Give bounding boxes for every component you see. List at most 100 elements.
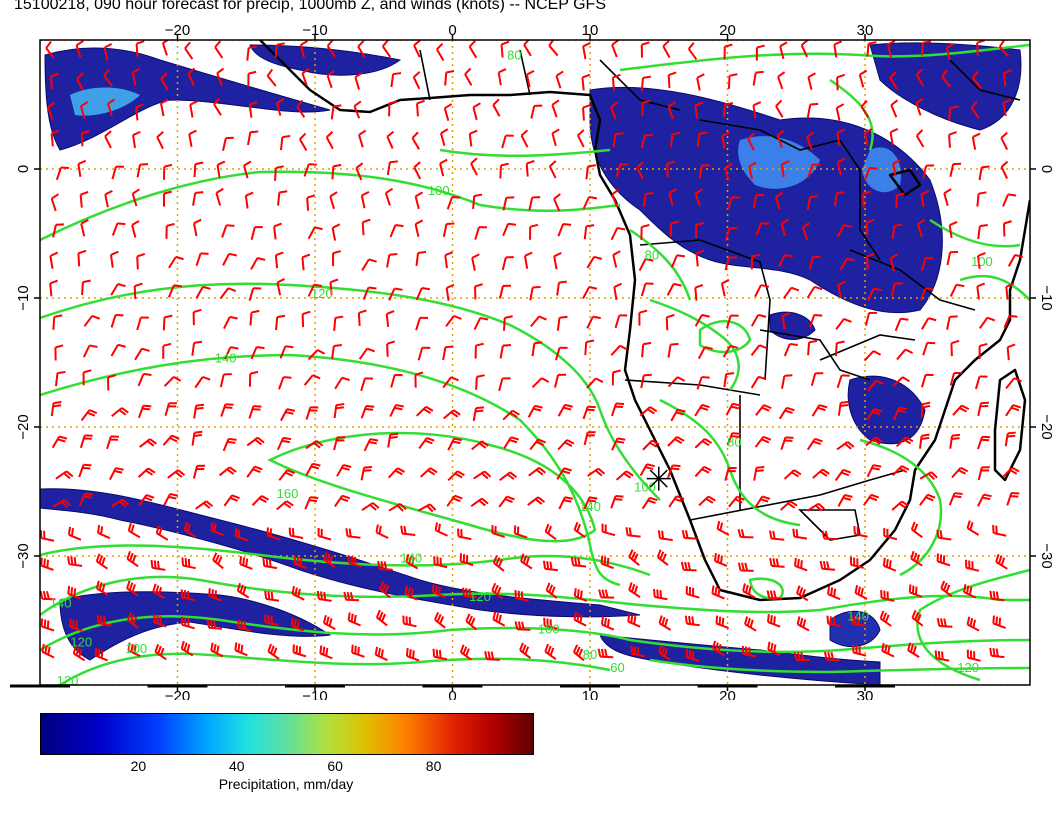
wind-barb bbox=[946, 250, 959, 266]
wind-barb bbox=[1002, 220, 1012, 237]
contour-line bbox=[659, 398, 801, 527]
wind-barb bbox=[107, 374, 116, 391]
wind-barb bbox=[528, 196, 541, 211]
wind-barb bbox=[180, 589, 195, 602]
wind-barb bbox=[110, 343, 126, 357]
wind-barb bbox=[388, 502, 407, 512]
wind-barb bbox=[695, 249, 705, 267]
wind-barb bbox=[195, 252, 209, 267]
wind-barb bbox=[520, 129, 529, 148]
wind-barb bbox=[40, 590, 56, 601]
wind-barb bbox=[613, 282, 623, 300]
wind-barb bbox=[641, 99, 651, 116]
wind-barb bbox=[206, 619, 223, 630]
wind-barb bbox=[737, 529, 754, 539]
wind-barb bbox=[625, 527, 641, 538]
wind-barb bbox=[49, 279, 59, 297]
wind-barb bbox=[135, 40, 145, 57]
wind-barb bbox=[948, 221, 958, 239]
wind-barb bbox=[915, 68, 924, 87]
wind-barb bbox=[611, 188, 620, 207]
wind-barb bbox=[612, 250, 621, 268]
lon-tick-label-bottom: 10 bbox=[582, 688, 599, 700]
wind-barb bbox=[219, 373, 232, 388]
wind-barb bbox=[666, 160, 676, 178]
wind-barb bbox=[237, 619, 252, 632]
wind-barb bbox=[181, 616, 195, 630]
wind-barb bbox=[952, 404, 970, 416]
wind-barb bbox=[213, 97, 222, 116]
contour-line bbox=[40, 615, 1030, 654]
wind-barb bbox=[694, 188, 703, 207]
wind-barb bbox=[750, 344, 768, 356]
wind-barb bbox=[434, 522, 448, 537]
wind-barb bbox=[361, 258, 377, 271]
wind-barb bbox=[164, 402, 177, 417]
wind-barb bbox=[334, 494, 351, 508]
wind-barb bbox=[353, 100, 362, 119]
precip-central-africa bbox=[589, 86, 943, 314]
contour-label: 80 bbox=[583, 647, 597, 662]
wind-barb bbox=[1005, 377, 1022, 389]
wind-barb bbox=[614, 314, 628, 329]
wind-barb bbox=[530, 315, 547, 327]
wind-barb bbox=[696, 73, 705, 91]
wind-barb bbox=[862, 493, 880, 506]
wind-barb bbox=[754, 435, 772, 448]
contour-label: 160 bbox=[277, 486, 299, 501]
wind-barb bbox=[920, 190, 930, 208]
wind-barb bbox=[863, 166, 878, 181]
wind-barb bbox=[667, 101, 676, 119]
wind-barb bbox=[720, 278, 730, 297]
wind-barb bbox=[1004, 431, 1016, 447]
wind-barb bbox=[465, 613, 477, 631]
wind-barb bbox=[210, 522, 224, 537]
wind-barb bbox=[442, 222, 455, 237]
wind-barb bbox=[895, 192, 905, 209]
wind-barb bbox=[503, 436, 519, 449]
contour-label: 140 bbox=[847, 609, 869, 624]
wind-barb bbox=[464, 67, 473, 86]
wind-barb bbox=[55, 370, 66, 387]
wind-barb bbox=[468, 129, 478, 147]
wind-barb bbox=[860, 100, 870, 119]
wind-barb bbox=[638, 309, 648, 326]
wind-barb bbox=[696, 376, 710, 390]
marker-stroke bbox=[649, 469, 668, 488]
wind-barb bbox=[375, 609, 388, 627]
contour-label: 100 bbox=[971, 254, 993, 269]
wind-barb bbox=[443, 409, 461, 420]
wind-barb bbox=[837, 280, 846, 298]
wind-barb bbox=[583, 496, 598, 510]
wind-barb bbox=[879, 610, 892, 627]
wind-barb bbox=[278, 469, 296, 481]
wind-barb bbox=[835, 103, 845, 121]
wind-barb bbox=[725, 402, 741, 416]
wind-barb bbox=[246, 465, 263, 478]
wind-barb bbox=[127, 642, 141, 657]
colorbar-tick-label: 20 bbox=[130, 758, 147, 774]
wind-barb bbox=[896, 348, 914, 361]
wind-barb bbox=[806, 131, 814, 150]
wind-barb bbox=[215, 187, 224, 206]
wind-barb bbox=[316, 590, 332, 602]
wind-barb bbox=[52, 223, 64, 238]
wind-barb bbox=[936, 529, 952, 541]
wind-barb bbox=[636, 161, 644, 180]
wind-barb bbox=[883, 528, 898, 541]
wind-barb bbox=[243, 160, 252, 179]
location-marker-icon bbox=[646, 466, 671, 491]
wind-barb bbox=[163, 163, 173, 180]
wind-barb bbox=[946, 315, 958, 330]
lake-victoria bbox=[888, 168, 922, 197]
wind-barb bbox=[445, 314, 462, 327]
wind-barb bbox=[388, 100, 398, 117]
wind-barb bbox=[276, 436, 292, 451]
wind-barb bbox=[863, 350, 882, 362]
wind-barb bbox=[796, 616, 810, 632]
contour-label: 100 bbox=[125, 641, 147, 656]
wind-barb bbox=[307, 226, 323, 240]
wind-barb bbox=[79, 434, 93, 449]
wind-barb bbox=[681, 529, 698, 540]
wind-barb bbox=[694, 101, 704, 119]
